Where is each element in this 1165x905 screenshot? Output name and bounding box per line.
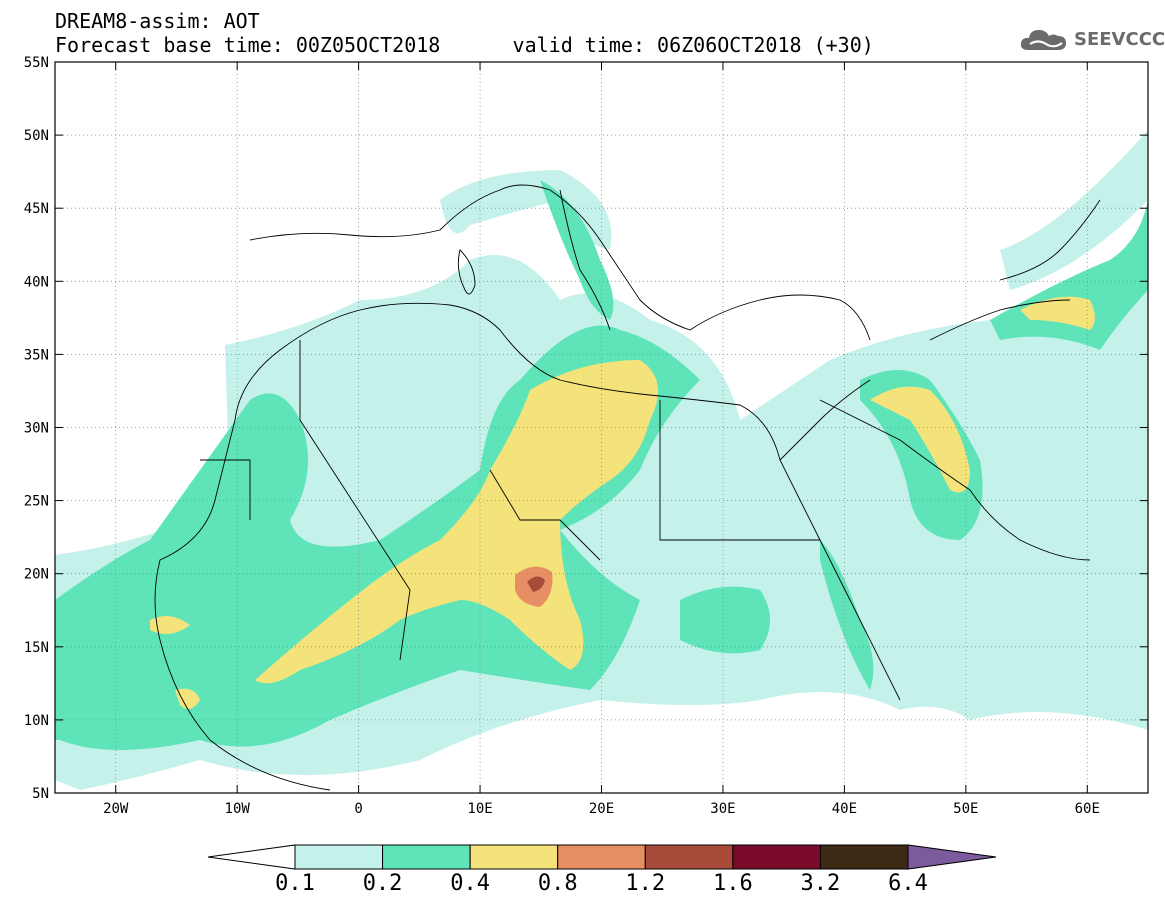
- y-tick-label: 55N: [24, 55, 49, 71]
- logo-text: SEEVCCC: [1074, 28, 1165, 50]
- cloud-icon: [1020, 30, 1066, 50]
- y-tick-label: 5N: [32, 786, 49, 802]
- x-tick-label: 10W: [225, 801, 251, 817]
- axis-ticks: [55, 61, 1148, 794]
- axis-labels: 20W 10W 0 10E 20E 30E 40E 50E 60E 55N 50N 45N 40N 35N…: [24, 55, 1100, 817]
- colorbar-min-arrow: [207, 844, 296, 870]
- colorbar-level-label: 3.2: [801, 871, 841, 896]
- x-tick-label: 20E: [589, 801, 614, 817]
- colorbar-level-label: 0.2: [363, 871, 403, 896]
- map-title: DREAM8-assim: AOT: [55, 9, 260, 33]
- x-tick-label: 20W: [103, 801, 129, 817]
- y-tick-label: 30N: [24, 421, 49, 437]
- seevccc-logo: SEEVCCC: [1018, 24, 1165, 54]
- y-tick-label: 35N: [24, 347, 49, 363]
- colorbar-level-label: 1.6: [713, 871, 753, 896]
- colorbar-level-label: 1.2: [625, 871, 665, 896]
- colorbar-segment: [294, 844, 384, 870]
- colorbar-level-label: 0.8: [538, 871, 578, 896]
- y-tick-label: 25N: [24, 494, 49, 510]
- y-tick-label: 10N: [24, 713, 49, 729]
- x-tick-label: 30E: [710, 801, 735, 817]
- map-subtitle: Forecast base time: 00Z05OCT2018 valid t…: [55, 33, 874, 57]
- y-tick-label: 40N: [24, 274, 49, 290]
- colorbar-segment: [469, 844, 559, 870]
- x-tick-label: 40E: [832, 801, 857, 817]
- colorbar-labels: 0.1 0.2 0.4 0.8 1.2 1.6 3.2 6.4: [275, 871, 928, 896]
- colorbar-level-label: 0.4: [450, 871, 490, 896]
- coastlines: [154, 184, 1101, 791]
- x-tick-label: 10E: [467, 801, 492, 817]
- colorbar-segment: [644, 844, 734, 870]
- colorbar-segment: [382, 844, 471, 870]
- colorbar-level-label: 0.1: [275, 871, 315, 896]
- y-tick-label: 20N: [24, 567, 49, 583]
- x-tick-label: 50E: [953, 801, 978, 817]
- x-tick-label: 60E: [1075, 801, 1100, 817]
- colorbar-segment: [819, 844, 909, 870]
- x-tick-label: 0: [354, 801, 362, 817]
- colorbar-segment: [732, 844, 821, 870]
- colorbar: [207, 844, 997, 870]
- y-tick-label: 45N: [24, 201, 49, 217]
- y-tick-label: 50N: [24, 128, 49, 144]
- colorbar-max-arrow: [907, 844, 997, 870]
- colorbar-level-label: 6.4: [888, 871, 928, 896]
- y-tick-label: 15N: [24, 640, 49, 656]
- colorbar-segment: [557, 844, 646, 870]
